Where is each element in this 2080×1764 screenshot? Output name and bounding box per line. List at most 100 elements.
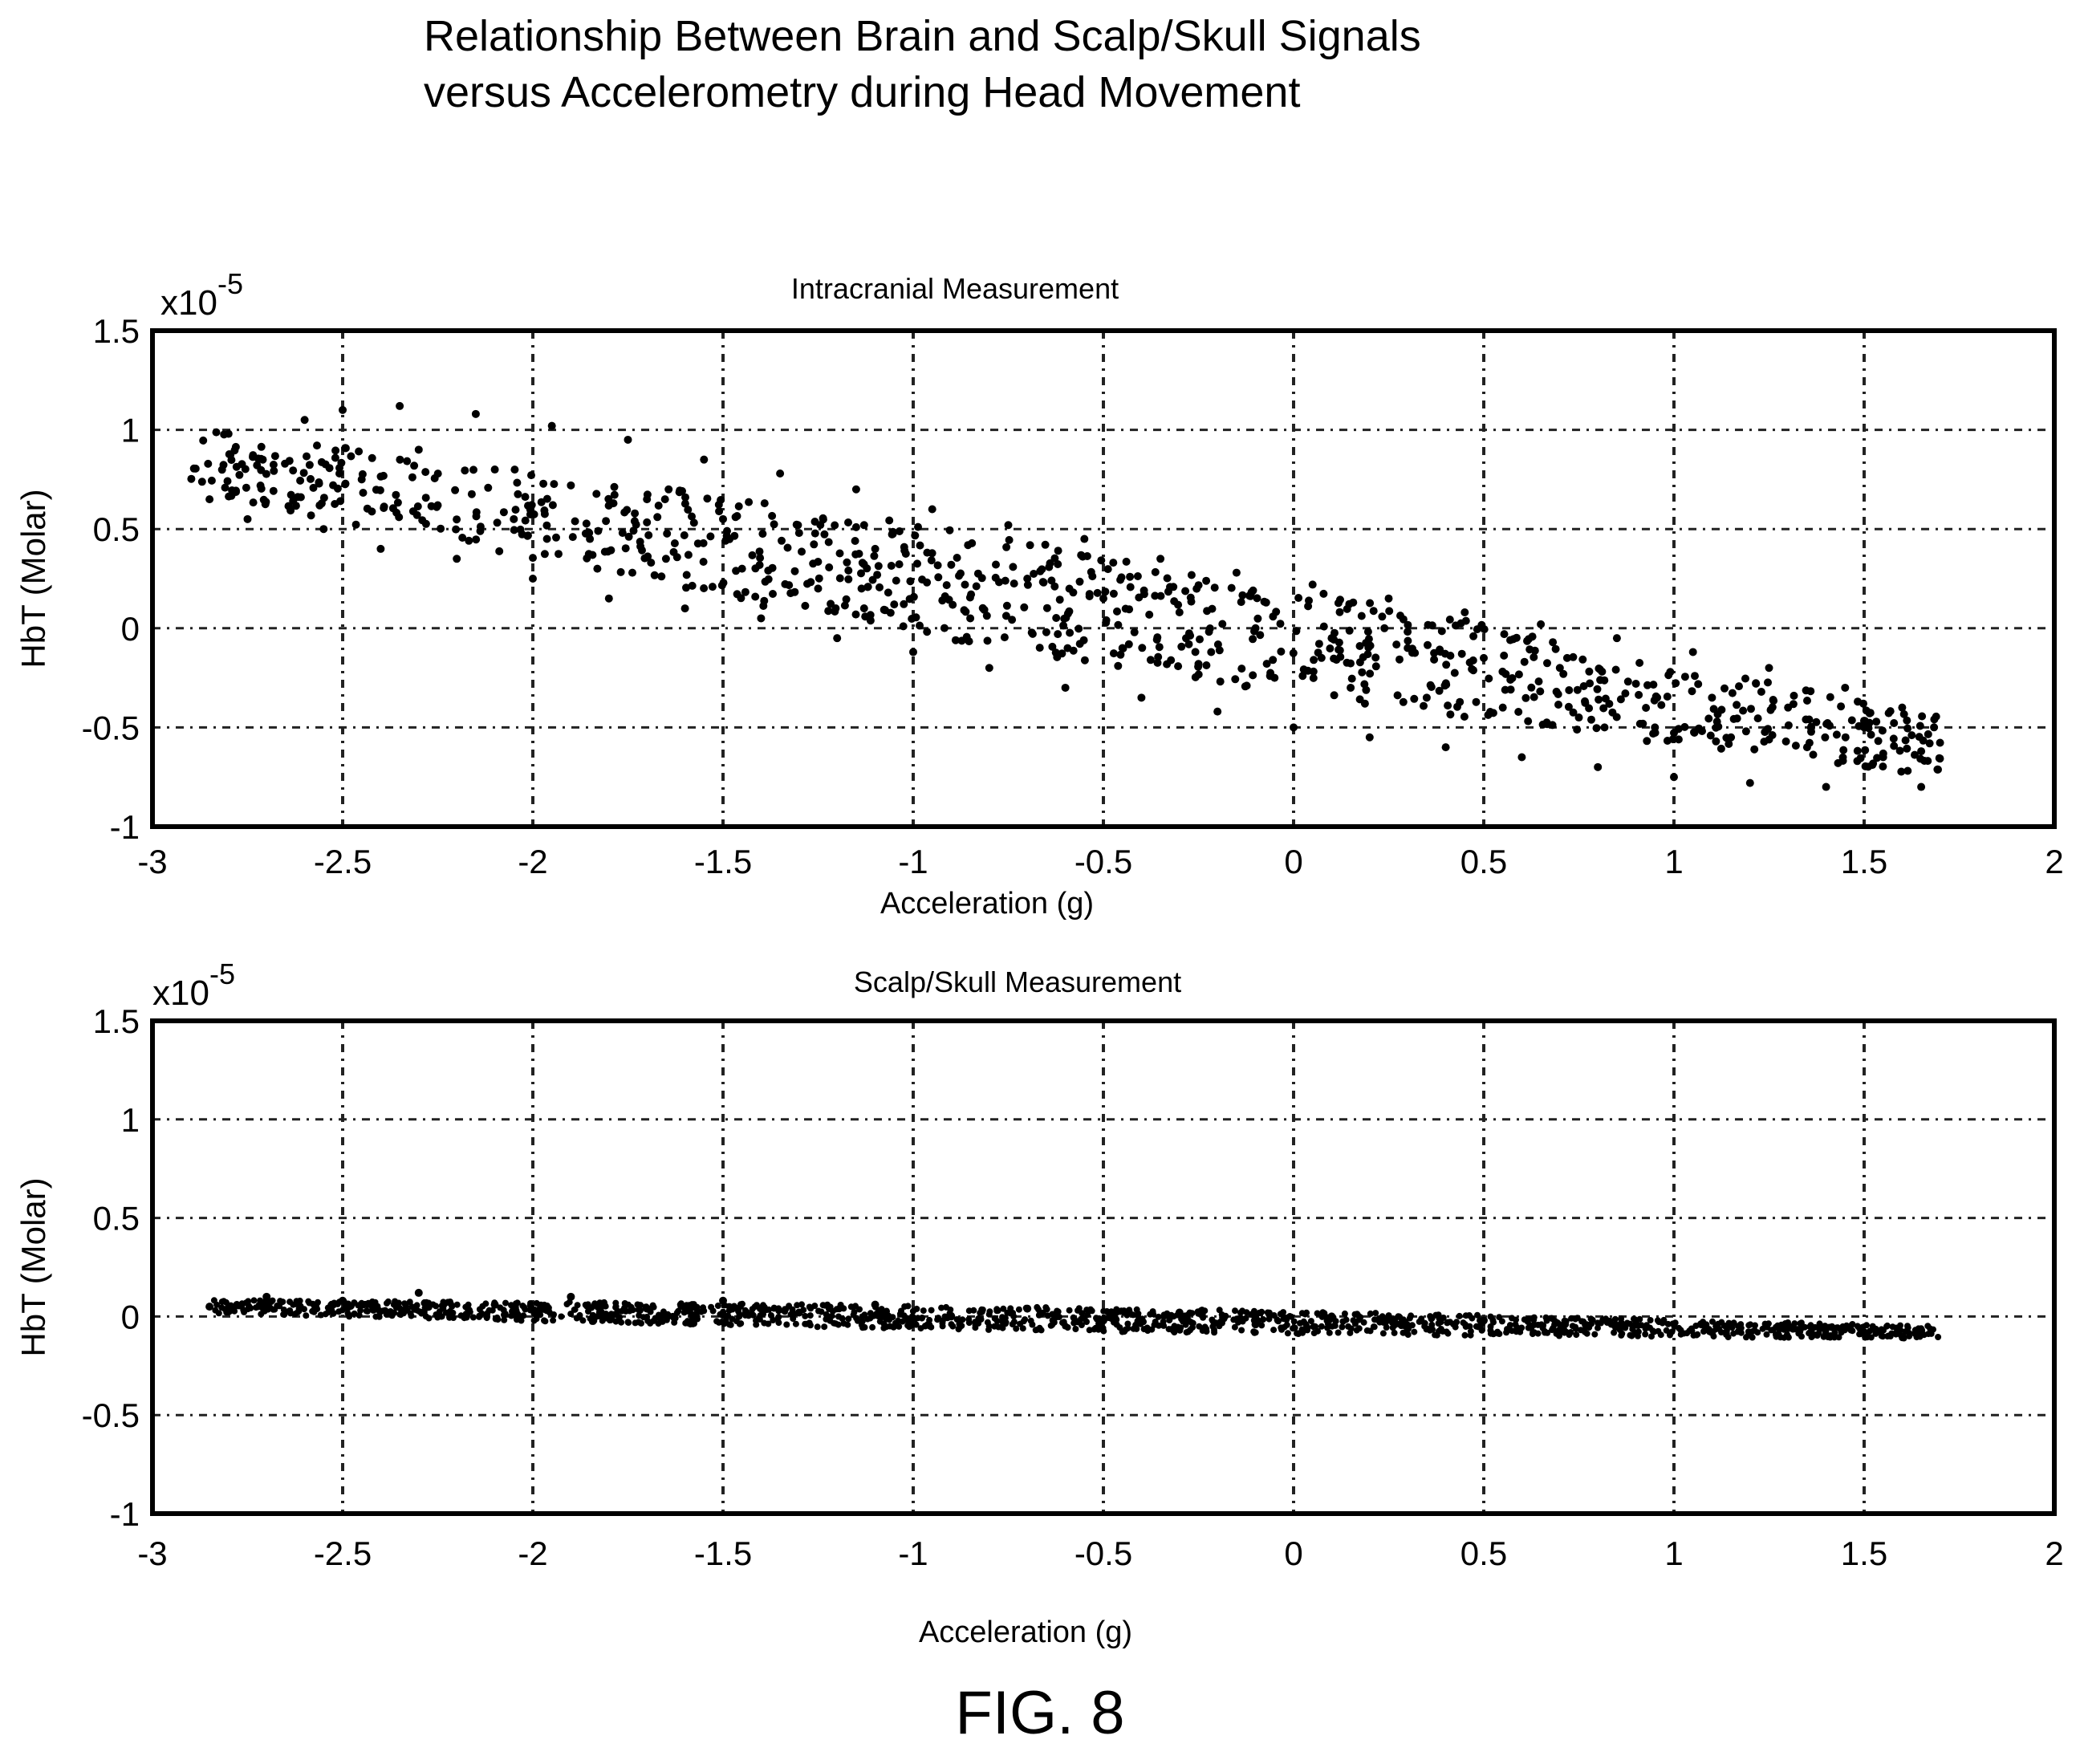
scatter-point [760,1311,766,1318]
scatter-point [358,469,367,478]
scatter-point [1276,620,1285,628]
scatter-point [612,1318,620,1325]
scatter-point [1809,750,1818,759]
scatter-point [1366,669,1375,678]
scatter-point [1555,664,1564,673]
scatter-point [262,469,270,478]
scatter-point [1319,1309,1326,1316]
scatter-point [610,490,619,499]
scatter-point [858,559,867,567]
scatter-point [1903,716,1911,725]
scatter-point [396,401,404,410]
scatter-point [680,604,689,613]
scatter-point [1243,1309,1250,1316]
scatter-point [684,551,693,559]
scatter-point [1380,624,1389,632]
scatter-point [1595,695,1603,704]
scatter-point [1023,580,1032,589]
scatter-point [1573,685,1582,694]
scatter-point [469,465,477,474]
scatter-point [844,518,852,526]
scatter-point [1512,633,1521,642]
scatter-point [1174,662,1183,671]
scatter-point [408,473,416,482]
scatter-point [1253,1311,1261,1318]
scatter-point [1446,710,1455,719]
scatter-point [1334,599,1343,608]
scatter-point [878,1306,885,1313]
scatter-point [249,451,258,460]
scatter-point [1052,1314,1059,1321]
scatter-point [1849,1327,1856,1335]
scatter-point [413,1302,420,1309]
scatter-point [392,490,400,499]
scatter-point [1663,693,1672,701]
scatter-point [1643,1323,1650,1330]
scatter-point [1812,717,1821,726]
x-tick-label: -3 [137,1534,167,1572]
scatter-point [1487,1313,1494,1320]
scatter-point [635,1307,642,1314]
scatter-point [1023,575,1032,583]
scatter-point [1392,1315,1400,1323]
scatter-point [700,455,709,464]
scatter-point [803,579,811,588]
scatter-point [1085,590,1094,599]
scatter-point [787,1311,794,1318]
scatter-point [253,461,262,469]
scatter-point [824,607,833,616]
scatter-point [1769,696,1777,704]
scatter-point [511,506,520,514]
scatter-point [1428,1321,1436,1328]
y-multiplier-exponent: -5 [217,267,243,300]
scatter-point [541,1317,547,1324]
scatter-point [1058,649,1066,658]
scatter-point [1874,737,1883,746]
scatter-point [1330,691,1339,700]
scatter-point [681,1305,689,1312]
scatter-point [644,530,653,539]
scatter-point [514,490,522,498]
scatter-point [632,520,640,529]
y-multiplier: x10-5 [152,957,235,1013]
scatter-point [1054,1307,1061,1315]
scatter-point [814,584,823,593]
scatter-point [433,469,442,478]
scatter-point [973,569,982,578]
scatter-point [245,1298,252,1305]
scatter-point [1280,1309,1287,1316]
scatter-point [1632,1319,1639,1327]
scatter-point [1552,687,1561,696]
scatter-point [887,562,896,570]
scatter-point [542,494,551,503]
scatter-point [257,454,266,463]
scatter-point [1735,682,1743,691]
scatter-point [835,1306,843,1313]
scatter-point [232,462,241,471]
scatter-point [227,1307,234,1315]
scatter-point [518,1317,525,1324]
scatter-point [1103,565,1112,574]
scatter-point [241,1308,248,1315]
scatter-point [1445,616,1454,624]
scatter-point [1775,1331,1782,1338]
scatter-point [599,1313,606,1320]
scatter-point [949,1323,957,1330]
scatter-point [363,504,372,513]
scatter-point [1785,1334,1792,1341]
scatter-point [1903,766,1912,775]
scatter-point [502,1311,509,1319]
scatter-point [286,490,295,499]
scatter-point [1215,646,1224,655]
scatter-point [433,1303,440,1310]
scatter-point [509,1308,515,1315]
scatter-point [1036,567,1045,575]
scatter-point [1600,676,1609,685]
scatter-point [1428,621,1436,630]
scatter-point [1611,665,1620,674]
scatter-point [1534,677,1543,686]
scatter-point [1466,1312,1473,1319]
scatter-point [1216,1307,1223,1314]
plot-frame [150,328,2057,829]
scatter-point [618,1307,625,1315]
